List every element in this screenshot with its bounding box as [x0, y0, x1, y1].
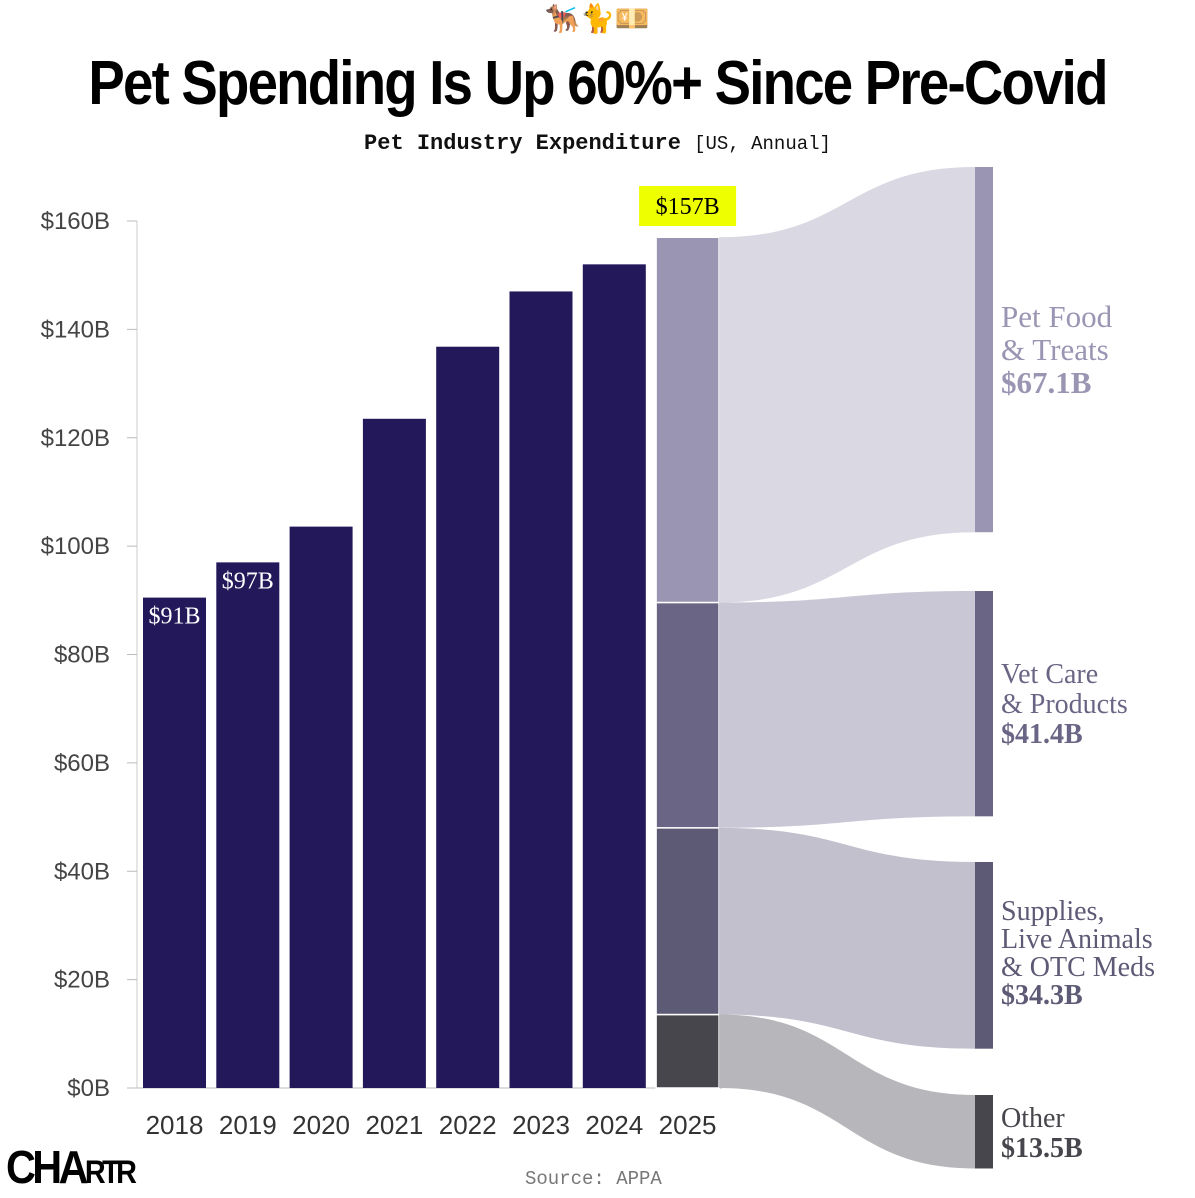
- category-label-vet-care-products: & Products: [1001, 689, 1128, 720]
- y-tick-label: $160B: [41, 208, 110, 235]
- category-label-supplies-live-animals-otc-meds: Supplies,: [1001, 896, 1104, 927]
- sankey-flow-pet-food-treats: [719, 167, 975, 603]
- y-tick-label: $120B: [41, 425, 110, 452]
- x-tick-label: 2025: [659, 1110, 717, 1140]
- chart-subtitle: Pet Industry Expenditure [US, Annual]: [0, 131, 1195, 156]
- source-note: Source: APPA: [525, 1168, 662, 1190]
- sankey-node-other: [975, 1095, 993, 1169]
- sankey-node-vet-care-products: [975, 591, 993, 817]
- total-label-highlight: [639, 186, 737, 226]
- category-label-pet-food-treats: Pet Food: [1001, 299, 1113, 334]
- category-label-vet-care-products: Vet Care: [1001, 659, 1098, 690]
- category-label-pet-food-treats: & Treats: [1001, 332, 1109, 367]
- sankey-node-pet-food-treats: [975, 167, 993, 533]
- pet-money-emoji-icon: 🐕‍🦺🐈💴: [545, 3, 650, 34]
- category-value-pet-food-treats: $67.1B: [1001, 365, 1091, 400]
- x-tick-label: 2023: [512, 1110, 570, 1140]
- category-label-supplies-live-animals-otc-meds: Live Animals: [1001, 924, 1153, 955]
- data-label-2018: $91B: [148, 604, 200, 630]
- y-tick-label: $100B: [41, 533, 110, 560]
- sankey-node-supplies-live-animals-otc-meds: [975, 862, 993, 1049]
- category-label-supplies-live-animals-otc-meds: & OTC Meds: [1001, 952, 1155, 983]
- chart-title: Pet Spending Is Up 60%+ Since Pre-Covid: [88, 49, 1108, 118]
- x-tick-label: 2024: [585, 1110, 643, 1140]
- category-value-supplies-live-animals-otc-meds: $34.3B: [1001, 980, 1083, 1011]
- x-tick-label: 2018: [146, 1110, 204, 1140]
- stack-segment-pet-food-treats: [655, 236, 720, 604]
- sankey-flow-vet-care-products: [719, 591, 975, 828]
- y-tick-label: $80B: [54, 642, 110, 669]
- bar-2021: [362, 418, 426, 1088]
- sankey-flow-other: [719, 1014, 975, 1169]
- bar-2020: [289, 526, 353, 1088]
- y-tick-label: $140B: [41, 316, 110, 343]
- x-tick-label: 2022: [439, 1110, 497, 1140]
- subtitle-note: [US, Annual]: [694, 133, 831, 155]
- bar-2023: [509, 291, 573, 1089]
- data-label-2019: $97B: [222, 568, 274, 594]
- subtitle-main: Pet Industry Expenditure: [364, 131, 681, 156]
- category-value-vet-care-products: $41.4B: [1001, 719, 1083, 750]
- bar-2019: [216, 562, 280, 1088]
- stack-segment-vet-care-products: [655, 601, 720, 829]
- bar-2018: [143, 597, 206, 1088]
- y-tick-label: $20B: [54, 967, 110, 994]
- bar-2022: [436, 346, 500, 1089]
- stack-segment-supplies-live-animals-otc-meds: [655, 827, 720, 1016]
- x-tick-label: 2019: [219, 1110, 277, 1140]
- bar-2024: [582, 264, 646, 1089]
- category-label-other: Other: [1001, 1103, 1065, 1134]
- category-value-other: $13.5B: [1001, 1133, 1083, 1164]
- x-tick-label: 2021: [365, 1110, 423, 1140]
- sankey-flow-supplies-live-animals-otc-meds: [719, 827, 975, 1049]
- y-tick-label: $40B: [54, 858, 110, 885]
- stack-segment-other: [655, 1013, 720, 1089]
- y-tick-label: $60B: [54, 750, 110, 777]
- y-tick-label: $0B: [67, 1075, 110, 1102]
- x-tick-label: 2020: [292, 1110, 350, 1140]
- chartr-logo: CHARTR: [6, 1141, 137, 1193]
- data-label-2025: $157B: [656, 194, 720, 220]
